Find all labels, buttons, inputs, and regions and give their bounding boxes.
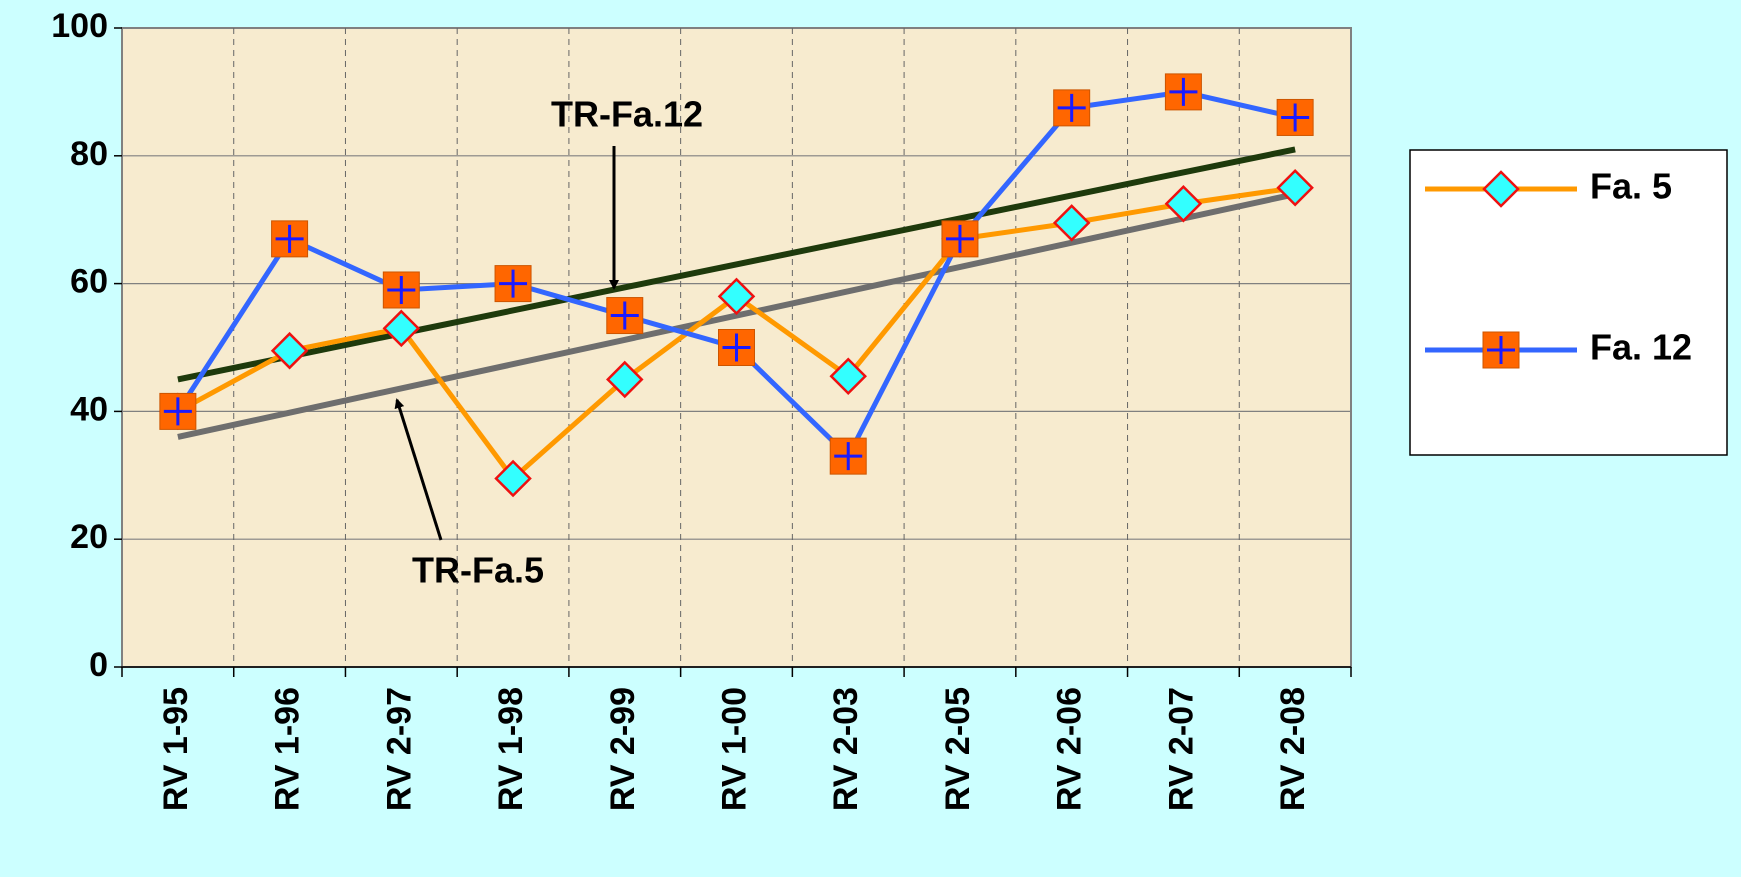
x-tick-label: RV 2-97 — [380, 687, 418, 811]
y-tick-label: 60 — [70, 263, 108, 301]
marker-plus — [1169, 77, 1198, 106]
marker-diamond — [829, 357, 867, 396]
marker-square — [1164, 73, 1202, 111]
marker-plus — [610, 301, 639, 330]
marker-diamond — [1052, 204, 1091, 242]
legend-label: Fa. 5 — [1590, 166, 1672, 207]
x-tick-label: RV 1-98 — [492, 687, 530, 811]
trend-line — [177, 191, 1296, 440]
annotation: TR-Fa.12 — [551, 94, 703, 135]
marker-plus — [387, 275, 416, 304]
marker-square — [1482, 331, 1520, 369]
legend-label: Fa. 12 — [1590, 327, 1692, 368]
x-tick-label: RV 2-05 — [939, 687, 977, 811]
marker-square — [1053, 89, 1091, 127]
annotation: TR-Fa.5 — [412, 550, 544, 591]
marker-square — [271, 220, 309, 258]
marker-plus — [1057, 93, 1086, 122]
marker-square — [1276, 98, 1314, 136]
marker-diamond — [606, 360, 644, 399]
legend-box — [1409, 149, 1728, 456]
marker-diamond — [270, 331, 309, 370]
y-tick-label: 100 — [51, 7, 108, 45]
marker-square — [606, 297, 644, 335]
x-tick-label: RV 2-99 — [604, 687, 642, 811]
x-tick-label: RV 1-96 — [269, 687, 307, 811]
marker-plus — [1281, 103, 1310, 132]
marker-diamond — [494, 459, 532, 498]
marker-square — [494, 265, 532, 303]
marker-square — [159, 392, 197, 430]
y-tick-label: 0 — [89, 646, 108, 684]
x-tick-label: RV 2-07 — [1162, 687, 1200, 811]
marker-square — [382, 271, 420, 309]
marker-diamond — [717, 277, 756, 316]
marker-plus — [499, 269, 528, 298]
x-tick-label: RV 1-95 — [157, 687, 195, 811]
marker-diamond — [1276, 168, 1314, 207]
marker-diamond — [1164, 184, 1203, 223]
y-tick-label: 40 — [70, 390, 108, 428]
marker-plus — [722, 333, 751, 362]
marker-plus — [945, 224, 974, 253]
annotation-arrow — [394, 398, 443, 541]
marker-diamond — [382, 309, 421, 348]
marker-square — [941, 220, 979, 258]
x-tick-label: RV 2-08 — [1274, 687, 1312, 811]
x-tick-label: RV 2-03 — [827, 687, 865, 811]
marker-plus — [834, 442, 863, 471]
marker-plus — [275, 224, 304, 253]
trend-line — [177, 146, 1296, 383]
marker-plus — [163, 397, 192, 426]
marker-diamond — [1482, 170, 1520, 208]
x-tick-label: RV 1-00 — [715, 687, 753, 811]
marker-square — [718, 329, 755, 366]
marker-square — [829, 437, 867, 475]
x-tick-label: RV 2-06 — [1051, 687, 1089, 811]
marker-plus — [1487, 336, 1515, 364]
y-tick-label: 80 — [70, 135, 108, 173]
y-tick-label: 20 — [70, 518, 108, 556]
